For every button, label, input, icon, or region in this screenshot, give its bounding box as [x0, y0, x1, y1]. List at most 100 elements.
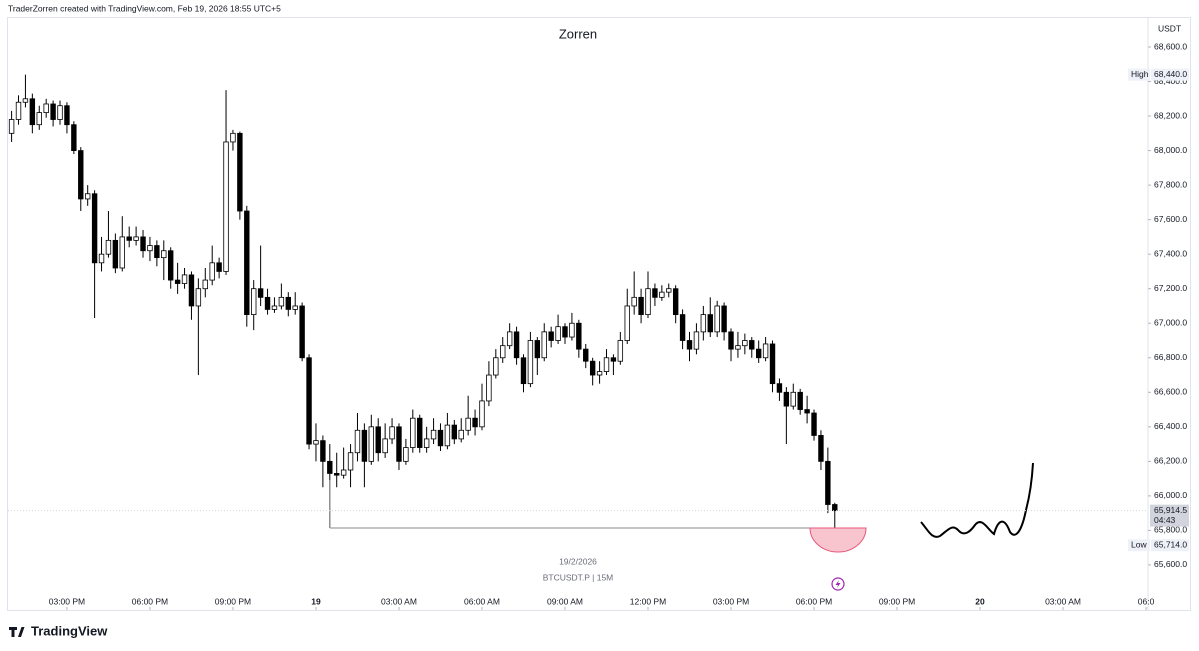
y-tick-label: 66,200.0 [1154, 456, 1187, 466]
candle-body [790, 391, 796, 407]
candle-body [382, 438, 388, 454]
candle-body [437, 429, 444, 447]
candle-body [693, 331, 700, 350]
candle-body [576, 322, 582, 350]
y-tick-label: 65,800.0 [1154, 525, 1187, 535]
candle-body [506, 331, 513, 347]
candle-body [320, 440, 326, 462]
y-tick-label: 68,400.0 [1154, 76, 1187, 86]
candle-body [762, 343, 769, 359]
x-tick-label: 03:00 PM [713, 596, 749, 606]
candle-body [181, 274, 188, 284]
y-tick-label: 66,400.0 [1154, 421, 1187, 431]
candle-body [797, 391, 803, 410]
candle-body [479, 400, 485, 428]
candle-body [396, 426, 402, 462]
candle-body [78, 150, 84, 200]
candle-body [465, 417, 471, 431]
candle-body [22, 98, 29, 103]
candle-body [707, 314, 713, 333]
candle-body [278, 296, 285, 307]
candle-body [257, 288, 264, 298]
candle-body [686, 340, 693, 350]
x-tick-label: 06:0 [1138, 596, 1155, 606]
candle-body [520, 357, 527, 385]
x-tick-label: 03:00 PM [49, 596, 85, 606]
candle-body [410, 417, 416, 448]
candle-body [825, 460, 831, 505]
candle-body [451, 424, 458, 440]
candle-body [804, 409, 810, 414]
candle-body [202, 279, 208, 290]
header: TraderZorren created with TradingView.co… [8, 3, 281, 13]
brand-logo [9, 627, 25, 637]
x-tick-label: 03:00 AM [381, 596, 417, 606]
x-tick-label: 06:00 PM [796, 596, 832, 606]
candle-body [306, 357, 312, 445]
candle-body [500, 345, 506, 359]
candle-body [832, 504, 838, 512]
candle-body [603, 357, 610, 372]
candle-body [50, 103, 56, 120]
candle-body [583, 348, 589, 362]
candle-body [43, 103, 49, 114]
candle-body [223, 141, 229, 272]
candle-body [645, 288, 651, 316]
candle-body [430, 429, 437, 440]
drawn-projection [920, 462, 1034, 538]
candle-body [334, 473, 340, 476]
candle-body [361, 429, 368, 462]
candle-body [57, 105, 63, 120]
candle-body [596, 371, 603, 376]
x-tick-label: 19 [311, 596, 321, 606]
candle-body [548, 331, 554, 341]
candle-body [769, 343, 776, 385]
candle-body [195, 288, 202, 307]
last-price-box [1150, 504, 1189, 527]
brand: TradingView [31, 623, 108, 638]
candle-body [91, 193, 98, 264]
candle-body [174, 279, 181, 284]
candle-body [36, 112, 42, 126]
candle-body [749, 340, 755, 350]
candle-body [119, 236, 125, 269]
candle-body [84, 193, 91, 200]
plot [8, 74, 838, 546]
candle-body [714, 305, 720, 333]
candle-body [340, 469, 347, 476]
countdown: 04:43 [1154, 515, 1176, 525]
candle-body [299, 305, 305, 359]
date-label: 19/2/2026 [559, 556, 597, 566]
y-tick-label: 67,600.0 [1154, 214, 1187, 224]
candle-body [251, 288, 257, 316]
candle-body [417, 417, 423, 448]
y-tick-label: 66,000.0 [1154, 490, 1187, 500]
candle-body [29, 98, 36, 126]
candle-body [140, 236, 146, 252]
candle-body [444, 424, 451, 447]
candle-body [209, 262, 215, 281]
alert-icon[interactable] [831, 577, 845, 591]
candle-body [742, 340, 748, 347]
candle-body [403, 447, 409, 462]
frame [7, 17, 1191, 611]
x-tick-label: 20 [975, 596, 985, 606]
candle-body [133, 236, 139, 241]
candle-body [721, 305, 727, 333]
candle-body [354, 429, 361, 454]
x-tick-label: 06:00 AM [464, 596, 500, 606]
candle-body [624, 305, 630, 341]
marker-value: 68,440.0 [1154, 69, 1187, 79]
candle-body [327, 460, 333, 474]
candle-body [755, 348, 762, 359]
candle-body [672, 288, 679, 316]
candle-body [8, 119, 15, 134]
candle-body [610, 357, 617, 362]
candle-body [423, 438, 430, 448]
marker-name: Low [1131, 540, 1147, 550]
candle-body [527, 340, 534, 385]
candle-body [188, 274, 195, 307]
candle-body [292, 305, 298, 310]
